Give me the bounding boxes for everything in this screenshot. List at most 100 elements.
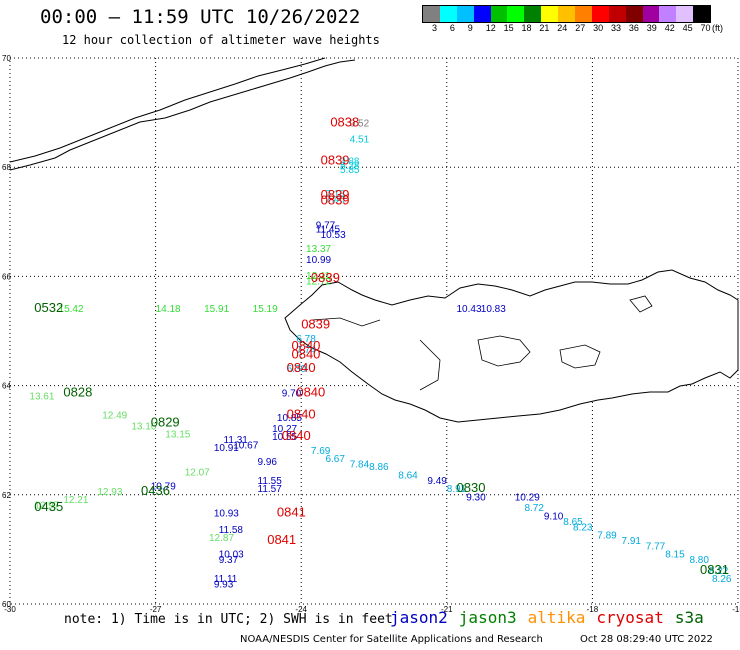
wave-height-label: 11.31	[224, 435, 249, 446]
pass-time-label: 0830	[457, 480, 486, 495]
wave-height-label: 9.96	[258, 457, 278, 468]
pass-time-label: 0828	[63, 385, 92, 400]
wave-height-label: 10.55	[272, 432, 297, 443]
lon-tick-label: -18	[587, 605, 599, 614]
map-subtitle: 12 hour collection of altimeter wave hei…	[62, 33, 380, 47]
wave-height-label: 9.70	[282, 389, 302, 400]
wave-height-label: 14.18	[156, 304, 181, 315]
pass-time-label: 0841	[267, 532, 296, 547]
wave-height-label: 8.91	[447, 484, 467, 495]
color-swatch	[507, 6, 525, 22]
lat-tick-label: 64	[2, 382, 11, 391]
color-swatch	[676, 6, 694, 22]
color-swatch	[659, 6, 677, 22]
color-scale-legend	[422, 5, 712, 23]
wave-height-label: 15.19	[253, 304, 278, 315]
color-scale-label: 30	[593, 23, 604, 33]
mission-jason2: jason2	[390, 608, 448, 627]
pass-time-label: 0839	[321, 192, 350, 207]
pass-time-label: 0436	[141, 483, 170, 498]
color-swatch	[693, 6, 711, 22]
wave-height-label: 10.79	[151, 481, 176, 492]
color-swatch	[575, 6, 592, 22]
mission-altika: altika	[527, 608, 586, 627]
footer-note: note: 1) Time is in UTC; 2) SWH is in fe…	[64, 612, 393, 627]
wave-height-label: 8.86	[369, 462, 389, 473]
credit-text: NOAA/NESDIS Center for Satellite Applica…	[240, 634, 543, 645]
coastline	[9, 57, 739, 423]
color-swatch	[490, 6, 508, 22]
pass-time-label: 0839	[321, 152, 350, 167]
wave-height-label: 9.10	[544, 511, 564, 522]
lat-tick-label: 60	[2, 600, 11, 609]
fjord-line-2	[419, 339, 441, 391]
wave-height-label: 8.65	[563, 517, 583, 528]
wave-height-label: 10.27	[272, 424, 297, 435]
color-swatch	[558, 6, 576, 22]
wave-height-label: 12.93	[97, 487, 122, 498]
color-scale-label: 33	[611, 23, 622, 33]
wave-height-label: 12.87	[209, 533, 234, 544]
iceland-coast	[284, 269, 739, 423]
wave-height-label: 6.78	[296, 334, 316, 345]
color-scale-label: 42	[664, 23, 675, 33]
wave-height-label: 10.99	[306, 255, 331, 266]
pass-time-labels: 0838083908390839083908390840084008400840…	[34, 114, 729, 577]
wave-height-label: 12.07	[185, 468, 210, 479]
wave-height-label: 8.80	[689, 555, 709, 566]
pass-time-label: 0532	[34, 300, 63, 315]
greenland-coast-inner	[9, 57, 326, 163]
color-scale-label: 39	[646, 23, 657, 33]
wave-height-label: 12.21	[63, 495, 88, 506]
color-swatch	[423, 6, 440, 22]
pass-time-label: 0841	[277, 505, 306, 520]
color-scale-label: 21	[539, 23, 550, 33]
wave-height-label: 12.72	[306, 277, 331, 288]
lat-tick-label: 62	[2, 491, 11, 500]
color-scale-label: 6	[449, 23, 455, 33]
wave-height-label: 10.43	[457, 304, 482, 315]
wave-height-label: 9.37	[219, 555, 239, 566]
wave-height-label: 12.11	[306, 271, 331, 282]
wave-height-label: 10.93	[214, 509, 239, 520]
wave-height-label: 10.83	[481, 304, 506, 315]
color-scale-label: 18	[521, 23, 532, 33]
fjord-line	[311, 317, 381, 327]
wave-height-label: 10.03	[219, 550, 244, 561]
pass-time-label: 0829	[151, 415, 180, 430]
wave-height-label: 0.52	[350, 118, 370, 129]
color-swatch	[625, 6, 643, 22]
wave-height-label: 5.28	[340, 161, 360, 172]
wave-height-label: 7.77	[646, 541, 666, 552]
color-scale-label: 27	[575, 23, 586, 33]
wave-height-label: 8.23	[573, 522, 593, 533]
mission-cryosat: cryosat	[596, 608, 664, 627]
wave-height-label: 9.49	[427, 476, 447, 487]
color-scale-labels: 3 6 9 12 15 18 21 24 27 30 33 36 39 42 45 70 (ft)	[422, 23, 740, 33]
color-scale-label: 9	[467, 23, 473, 33]
color-swatch	[608, 6, 626, 22]
wave-height-label: 9.77	[316, 220, 336, 231]
wave-height-label: 3.88	[340, 156, 360, 167]
wave-height-label: 15.91	[204, 304, 229, 315]
wave-height-label: 5.85	[340, 165, 360, 176]
lake-outline	[629, 295, 653, 313]
pass-time-label: 0840	[287, 360, 316, 375]
color-scale-label: 45	[682, 23, 693, 33]
pass-time-label: 0840	[282, 428, 311, 443]
wave-height-label: 6.67	[325, 454, 345, 465]
wave-height-label: 7.69	[311, 446, 331, 457]
wave-height-label: 11.11	[214, 574, 238, 585]
color-swatch	[524, 6, 542, 22]
wave-height-label: 13.37	[306, 244, 331, 255]
color-swatch	[456, 6, 474, 22]
color-scale-label: 24	[557, 23, 568, 33]
pass-time-label: 0840	[291, 338, 320, 353]
lon-tick-label: -30	[4, 605, 16, 614]
wave-height-label: 9.30	[466, 492, 486, 503]
glacier-outline-2	[559, 344, 601, 369]
wave-height-label: 7.18	[325, 189, 345, 200]
wave-height-label: 10.85	[277, 413, 302, 424]
wave-height-points: 0.524.513.885.285.857.187.469.7711.4510.…	[29, 118, 731, 590]
